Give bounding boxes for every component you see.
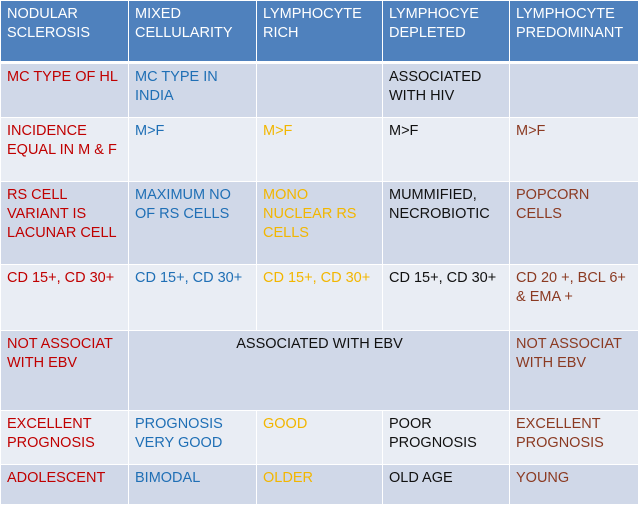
table-cell: ADOLESCENT xyxy=(1,465,129,505)
table-cell: NOT ASSOCIAT WITH EBV xyxy=(510,331,638,411)
header-mixed-cellularity: MIXED CELLULARITY xyxy=(129,1,257,63)
table-cell: MONO NUCLEAR RS CELLS xyxy=(257,182,383,265)
table-cell: CD 15+, CD 30+ xyxy=(257,265,383,331)
header-lymphocyte-predominant: LYMPHOCYTE PREDOMINANT xyxy=(510,1,638,63)
table-cell: CD 15+, CD 30+ xyxy=(1,265,129,331)
table-cell: NOT ASSOCIAT WITH EBV xyxy=(1,331,129,411)
table-cell: CD 15+, CD 30+ xyxy=(383,265,510,331)
header-nodular-sclerosis: NODULAR SCLEROSIS xyxy=(1,1,129,63)
table-cell: M>F xyxy=(383,118,510,182)
table-cell: MC TYPE OF HL xyxy=(1,63,129,118)
table-cell: INCIDENCE EQUAL IN M & F xyxy=(1,118,129,182)
header-row: NODULAR SCLEROSIS MIXED CELLULARITY LYMP… xyxy=(1,1,638,63)
header-lymphocyte-depleted: LYMPHOCYE DEPLETED xyxy=(383,1,510,63)
table-cell: OLDER xyxy=(257,465,383,505)
table-cell: MAXIMUM NO OF RS CELLS xyxy=(129,182,257,265)
table-cell: POOR PROGNOSIS xyxy=(383,411,510,465)
table-cell: BIMODAL xyxy=(129,465,257,505)
table-cell: RS CELL VARIANT IS LACUNAR CELL xyxy=(1,182,129,265)
table-cell: YOUNG xyxy=(510,465,638,505)
table-row: ADOLESCENT BIMODAL OLDER OLD AGE YOUNG xyxy=(1,465,638,505)
table-row: NOT ASSOCIAT WITH EBV ASSOCIATED WITH EB… xyxy=(1,331,638,411)
table-cell: EXCELLENT PROGNOSIS xyxy=(1,411,129,465)
table-cell-merged: ASSOCIATED WITH EBV xyxy=(129,331,510,411)
table-cell: ASSOCIATED WITH HIV xyxy=(383,63,510,118)
table-row: MC TYPE OF HL MC TYPE IN INDIA ASSOCIATE… xyxy=(1,63,638,118)
table-row: EXCELLENT PROGNOSIS PROGNOSIS VERY GOOD … xyxy=(1,411,638,465)
header-lymphocyte-rich: LYMPHOCYTE RICH xyxy=(257,1,383,63)
table-row: INCIDENCE EQUAL IN M & F M>F M>F M>F M>F xyxy=(1,118,638,182)
table-cell: M>F xyxy=(257,118,383,182)
table-row: RS CELL VARIANT IS LACUNAR CELL MAXIMUM … xyxy=(1,182,638,265)
table-cell: PROGNOSIS VERY GOOD xyxy=(129,411,257,465)
table-cell xyxy=(510,63,638,118)
table-cell: EXCELLENT PROGNOSIS xyxy=(510,411,638,465)
table-cell: MC TYPE IN INDIA xyxy=(129,63,257,118)
table-cell xyxy=(257,63,383,118)
table-cell: OLD AGE xyxy=(383,465,510,505)
table-cell: M>F xyxy=(510,118,638,182)
table-cell: POPCORN CELLS xyxy=(510,182,638,265)
table-cell: CD 20 +, BCL 6+ & EMA + xyxy=(510,265,638,331)
table-cell: MUMMIFIED, NECROBIOTIC xyxy=(383,182,510,265)
table-cell: GOOD xyxy=(257,411,383,465)
table-cell: CD 15+, CD 30+ xyxy=(129,265,257,331)
table-cell: M>F xyxy=(129,118,257,182)
table-row: CD 15+, CD 30+ CD 15+, CD 30+ CD 15+, CD… xyxy=(1,265,638,331)
